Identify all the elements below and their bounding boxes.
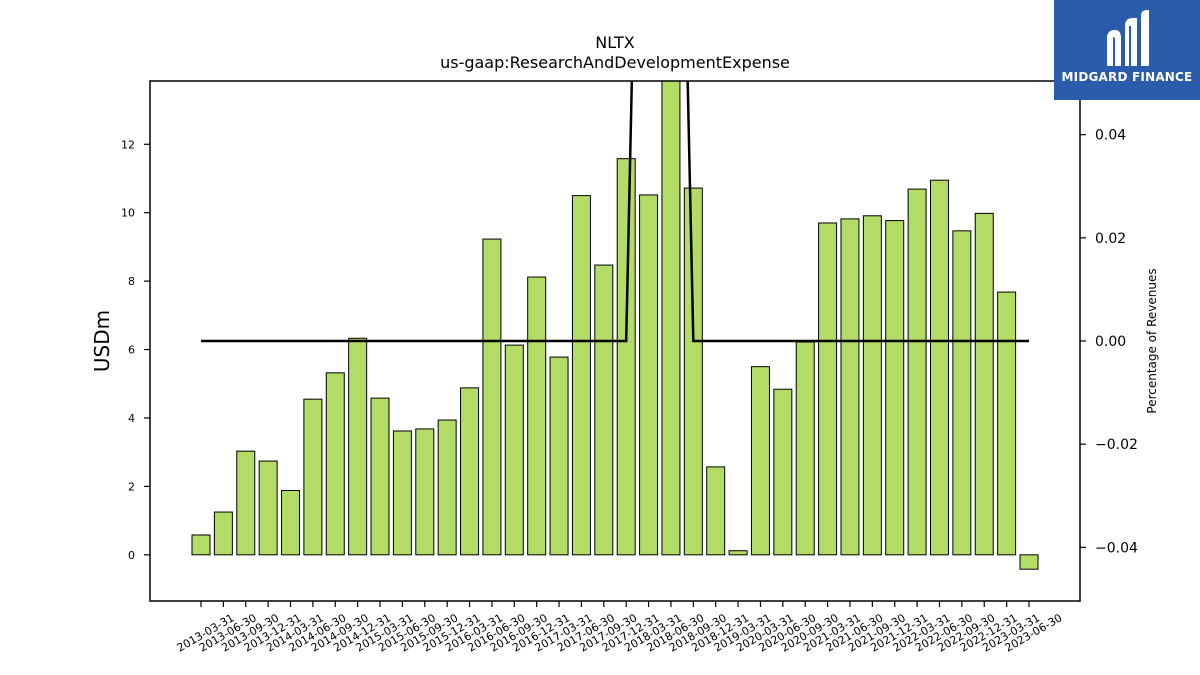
bar-2013-09-30 xyxy=(236,450,256,556)
midgard-logo-mark-icon xyxy=(1107,10,1149,66)
bar-2017-03-31 xyxy=(549,356,569,556)
bar-2018-09-30 xyxy=(683,187,703,556)
y2-tick-label: −0.04 xyxy=(1095,540,1138,556)
y2-tick-label: 0.04 xyxy=(1095,128,1126,144)
y-tick-label: 10 xyxy=(121,207,135,220)
chart-subtitle: us-gaap:ResearchAndDevelopmentExpense xyxy=(440,53,790,72)
y-tick-label: 8 xyxy=(128,275,135,288)
bar-2022-12-31 xyxy=(974,212,994,556)
y-tick-label: 4 xyxy=(128,412,135,425)
bar-2015-12-31 xyxy=(437,419,457,556)
bar-2016-09-30 xyxy=(504,344,524,556)
bar-2016-03-31 xyxy=(460,387,480,556)
y2-tick-label: −0.02 xyxy=(1095,437,1138,453)
bar-2013-03-31 xyxy=(191,534,211,556)
y-tick-label: 12 xyxy=(121,138,135,151)
logo-text: MIDGARD FINANCE xyxy=(1061,70,1193,84)
bar-2020-06-30 xyxy=(773,388,793,556)
y2-tick-label: 0.00 xyxy=(1095,334,1126,350)
brand-logo: MIDGARD FINANCE xyxy=(1054,0,1200,100)
bar-2020-03-31 xyxy=(750,366,770,556)
bar-2023-06-30 xyxy=(1019,554,1039,570)
bar-2018-06-30 xyxy=(661,81,681,556)
bar-2014-09-30 xyxy=(325,372,345,556)
bar-2013-12-31 xyxy=(258,460,278,556)
bar-2016-06-30 xyxy=(482,238,502,556)
bar-2015-06-30 xyxy=(392,430,412,556)
bar-2017-06-30 xyxy=(571,195,591,556)
bar-2018-03-31 xyxy=(639,194,659,556)
percentage-of-revenues-line xyxy=(201,81,1029,343)
bar-2021-12-31 xyxy=(885,220,905,556)
bar-2019-03-31 xyxy=(728,550,748,556)
bar-2022-06-30 xyxy=(929,179,949,556)
chart-title: NLTX xyxy=(595,33,634,52)
bar-2021-03-31 xyxy=(818,222,838,556)
bar-2013-06-30 xyxy=(213,511,233,556)
y2-tick-label: 0.02 xyxy=(1095,231,1126,247)
bar-2014-06-30 xyxy=(303,398,323,556)
bar-2015-09-30 xyxy=(415,428,435,556)
y2-axis-label: Percentage of Revenues xyxy=(1145,268,1159,413)
bar-2018-12-31 xyxy=(706,466,726,556)
bar-2021-06-30 xyxy=(840,218,860,556)
bar-2022-09-30 xyxy=(952,230,972,556)
bar-2017-09-30 xyxy=(594,264,614,556)
bar-2015-03-31 xyxy=(370,397,390,556)
y-tick-label: 2 xyxy=(128,480,135,493)
bar-2023-03-31 xyxy=(997,291,1017,556)
bar-2021-09-30 xyxy=(862,215,882,556)
bar-2022-03-31 xyxy=(907,188,927,556)
bar-2014-03-31 xyxy=(281,490,301,556)
bar-2016-12-31 xyxy=(527,276,547,556)
bar-2020-09-30 xyxy=(795,341,815,556)
y-tick-label: 6 xyxy=(128,344,135,357)
y-axis-label: USDm xyxy=(90,310,114,372)
y-tick-label: 0 xyxy=(128,549,135,562)
bar-2017-12-31 xyxy=(616,158,636,556)
bar-2014-12-31 xyxy=(348,337,368,556)
